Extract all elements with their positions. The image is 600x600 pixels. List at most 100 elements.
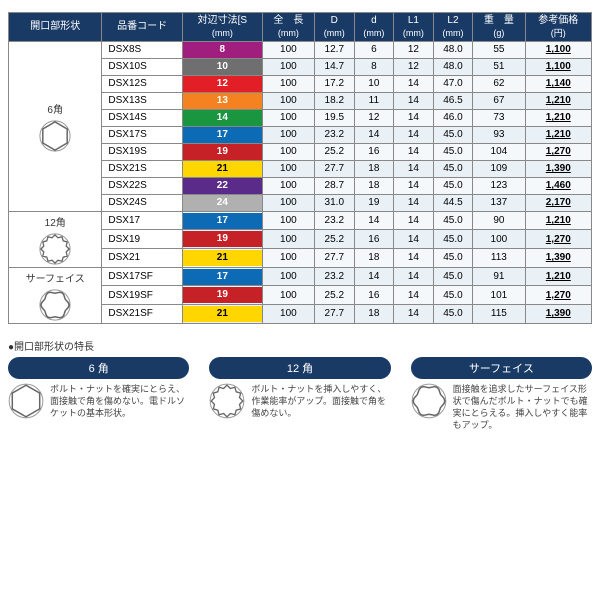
product-code: DSX13S [102, 92, 183, 109]
dim-D: 25.2 [315, 230, 355, 249]
length: 100 [262, 194, 314, 211]
dim-D: 27.7 [315, 305, 355, 324]
dim-L1: 12 [394, 41, 434, 58]
dim-D: 25.2 [315, 143, 355, 160]
size-chip: 19 [182, 286, 262, 305]
price: 1,270 [525, 230, 591, 249]
size-chip: 14 [182, 109, 262, 126]
dim-D: 27.7 [315, 160, 355, 177]
price: 1,390 [525, 249, 591, 268]
dim-L1: 14 [394, 286, 434, 305]
size-chip: 8 [182, 41, 262, 58]
dim-d: 16 [354, 286, 394, 305]
feature-pill: 6 角 [8, 357, 189, 379]
product-code: DSX21SF [102, 305, 183, 324]
product-code: DSX24S [102, 194, 183, 211]
length: 100 [262, 177, 314, 194]
dim-L2: 45.0 [433, 211, 473, 230]
dim-D: 17.2 [315, 75, 355, 92]
size-chip: 21 [182, 249, 262, 268]
product-code: DSX14S [102, 109, 183, 126]
dim-D: 18.2 [315, 92, 355, 109]
size-chip: 10 [182, 58, 262, 75]
col-header: d(mm) [354, 13, 394, 42]
dim-L2: 45.0 [433, 126, 473, 143]
size-chip: 17 [182, 126, 262, 143]
dim-L1: 14 [394, 177, 434, 194]
table-row: サーフェイスDSX17SF1710023.2141445.0911,210 [9, 267, 592, 286]
dim-L1: 14 [394, 211, 434, 230]
dim-L2: 45.0 [433, 230, 473, 249]
size-chip: 22 [182, 177, 262, 194]
weight: 115 [473, 305, 525, 324]
product-code: DSX21 [102, 249, 183, 268]
col-header: 開口部形状 [9, 13, 102, 42]
price: 1,210 [525, 109, 591, 126]
length: 100 [262, 58, 314, 75]
table-header: 開口部形状品番コード対辺寸法[S(mm)全 長(mm)D(mm)d(mm)L1(… [9, 13, 592, 42]
spec-table: 開口部形状品番コード対辺寸法[S(mm)全 長(mm)D(mm)d(mm)L1(… [8, 12, 592, 324]
weight: 91 [473, 267, 525, 286]
product-code: DSX17SF [102, 267, 183, 286]
feature-pill: 12 角 [209, 357, 390, 379]
table-body: 6角DSX8S810012.761248.0551,100DSX10S10100… [9, 41, 592, 323]
feature-text: ボルト・ナットを挿入しやすく、作業能率がアップ。面接触で角を傷めない。 [251, 383, 390, 419]
length: 100 [262, 230, 314, 249]
feature-column: 6 角 ボルト・ナットを確実にとらえ、面接触で角を傷めない。電ドルソケットの基本… [8, 357, 189, 432]
dim-d: 19 [354, 194, 394, 211]
weight: 137 [473, 194, 525, 211]
col-header: L2(mm) [433, 13, 473, 42]
col-header: 品番コード [102, 13, 183, 42]
dim-D: 23.2 [315, 126, 355, 143]
dim-d: 16 [354, 230, 394, 249]
features-heading: ●開口部形状の特長 [8, 338, 592, 353]
price: 1,210 [525, 211, 591, 230]
price: 1,210 [525, 92, 591, 109]
product-code: DSX17S [102, 126, 183, 143]
features-section: ●開口部形状の特長 6 角 ボルト・ナットを確実にとらえ、面接触で角を傷めない。… [8, 338, 592, 432]
weight: 104 [473, 143, 525, 160]
dim-D: 25.2 [315, 286, 355, 305]
feature-column: サーフェイス 面接触を追求したサーフェイス形状で傷んだボルト・ナットでも確実にと… [411, 357, 592, 432]
col-header: L1(mm) [394, 13, 434, 42]
dim-d: 12 [354, 109, 394, 126]
product-code: DSX17 [102, 211, 183, 230]
length: 100 [262, 249, 314, 268]
weight: 109 [473, 160, 525, 177]
dim-L1: 14 [394, 143, 434, 160]
dim-L1: 14 [394, 249, 434, 268]
length: 100 [262, 109, 314, 126]
dim-D: 31.0 [315, 194, 355, 211]
price: 2,170 [525, 194, 591, 211]
feature-text: 面接触を追求したサーフェイス形状で傷んだボルト・ナットでも確実にとらえる。挿入し… [453, 383, 592, 432]
price: 1,100 [525, 41, 591, 58]
length: 100 [262, 305, 314, 324]
weight: 73 [473, 109, 525, 126]
dim-L1: 14 [394, 109, 434, 126]
weight: 93 [473, 126, 525, 143]
dim-L1: 14 [394, 92, 434, 109]
product-code: DSX10S [102, 58, 183, 75]
dim-L1: 14 [394, 230, 434, 249]
size-chip: 12 [182, 75, 262, 92]
dim-D: 28.7 [315, 177, 355, 194]
dim-L2: 48.0 [433, 41, 473, 58]
dim-d: 6 [354, 41, 394, 58]
length: 100 [262, 41, 314, 58]
col-header: 重 量(g) [473, 13, 525, 42]
weight: 101 [473, 286, 525, 305]
weight: 100 [473, 230, 525, 249]
dim-L2: 45.0 [433, 286, 473, 305]
weight: 62 [473, 75, 525, 92]
weight: 67 [473, 92, 525, 109]
col-header: 対辺寸法[S(mm) [182, 13, 262, 42]
dim-D: 23.2 [315, 267, 355, 286]
dim-L2: 44.5 [433, 194, 473, 211]
dim-d: 10 [354, 75, 394, 92]
size-chip: 19 [182, 230, 262, 249]
dim-L1: 12 [394, 58, 434, 75]
dim-L2: 45.0 [433, 267, 473, 286]
product-code: DSX19S [102, 143, 183, 160]
product-code: DSX19SF [102, 286, 183, 305]
product-code: DSX12S [102, 75, 183, 92]
